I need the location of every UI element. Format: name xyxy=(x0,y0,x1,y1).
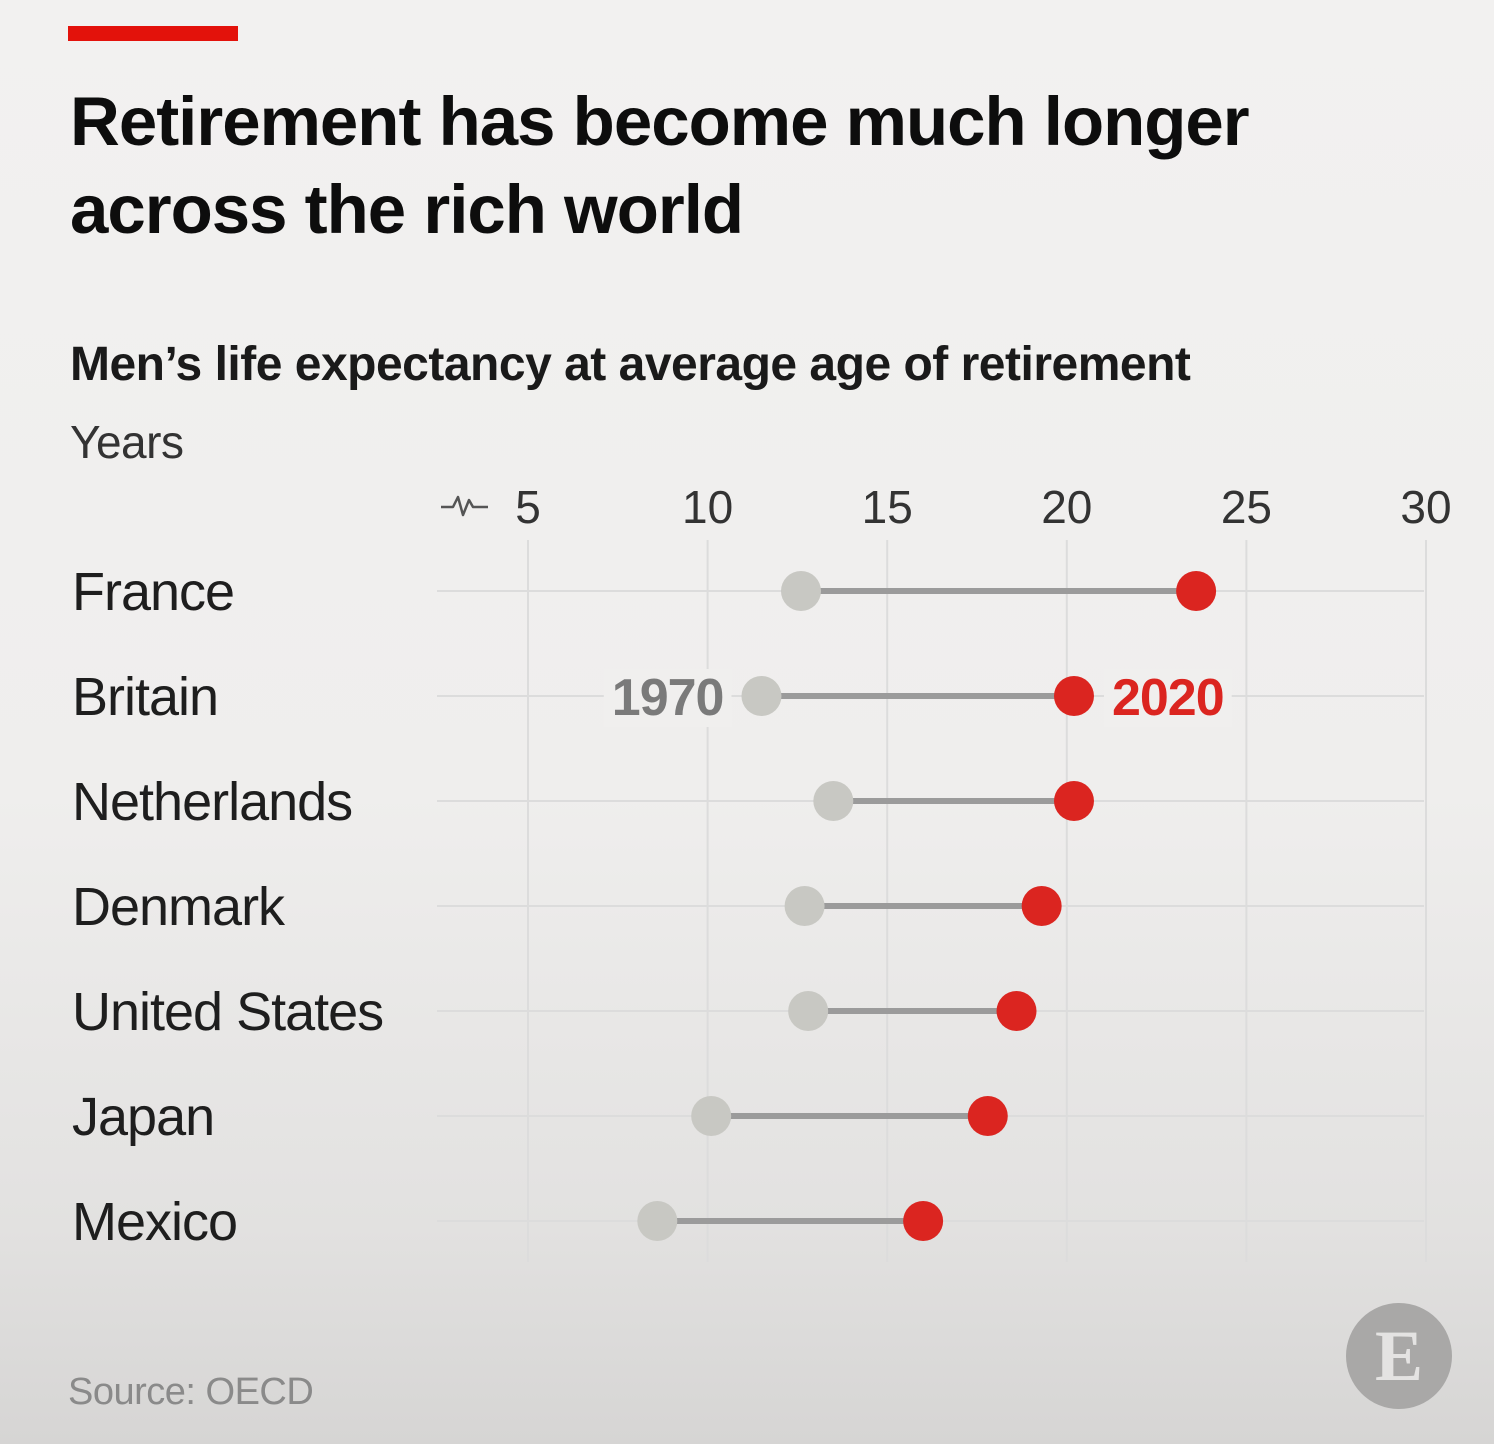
category-label: Mexico xyxy=(72,1192,237,1252)
x-tick-label: 15 xyxy=(862,481,913,533)
dot-2020 xyxy=(996,991,1037,1031)
annotation-background xyxy=(603,669,732,727)
dot-1970 xyxy=(813,781,854,821)
dot-2020 xyxy=(1021,886,1062,926)
category-label: Britain xyxy=(72,667,218,727)
category-label: United States xyxy=(72,982,383,1042)
x-tick-label: 5 xyxy=(515,481,541,533)
chart-subtitle: Men’s life expectancy at average age of … xyxy=(70,338,1191,391)
x-tick-label: 10 xyxy=(682,481,733,533)
dot-2020 xyxy=(1053,781,1094,821)
annotation-1970: 1970 xyxy=(612,669,724,727)
dot-2020 xyxy=(1053,676,1094,716)
axis-break-icon xyxy=(441,495,488,517)
chart-units: Years xyxy=(70,416,184,468)
x-tick-label: 25 xyxy=(1221,481,1272,533)
dot-1970 xyxy=(780,571,821,611)
dot-1970 xyxy=(784,886,825,926)
annotation-background xyxy=(1103,669,1232,727)
chart-title: Retirement has become much longer across… xyxy=(70,83,1250,248)
dot-1970 xyxy=(691,1096,732,1136)
category-label: Japan xyxy=(72,1087,214,1147)
dot-1970 xyxy=(637,1201,678,1241)
category-label: Denmark xyxy=(72,877,286,937)
x-tick-label: 20 xyxy=(1041,481,1092,533)
dot-2020 xyxy=(967,1096,1008,1136)
accent-bar xyxy=(68,26,238,41)
x-tick-label: 30 xyxy=(1400,481,1451,533)
dot-2020 xyxy=(903,1201,944,1241)
dot-1970 xyxy=(741,676,782,716)
dot-1970 xyxy=(788,991,829,1031)
category-label: Netherlands xyxy=(72,772,352,832)
economist-logo-icon: E xyxy=(1346,1303,1452,1409)
source-note: Source: OECD xyxy=(68,1371,314,1413)
category-label: France xyxy=(72,562,234,622)
annotation-2020: 2020 xyxy=(1112,669,1224,727)
dot-2020 xyxy=(1176,571,1217,611)
